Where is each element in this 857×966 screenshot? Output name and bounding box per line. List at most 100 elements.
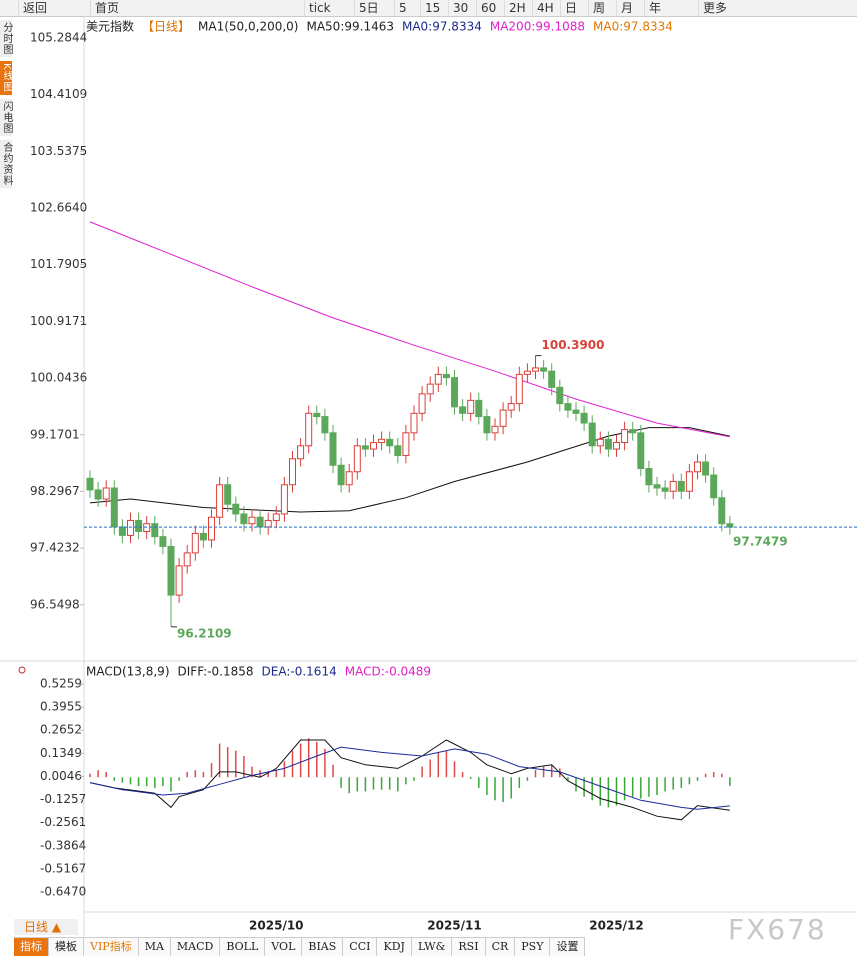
indicator-tab[interactable]: 模板	[49, 938, 84, 956]
y-tick-label: 0.0046	[40, 769, 82, 783]
candle-body	[264, 519, 272, 528]
candle-body	[726, 523, 734, 528]
side-tab[interactable]: K线图	[0, 61, 12, 95]
candle-body	[556, 386, 564, 405]
legend-text: MACD:-0.0489	[345, 665, 431, 679]
candle-body	[475, 399, 483, 418]
side-tab[interactable]: 闪电图	[0, 98, 12, 136]
candle-body	[191, 532, 199, 554]
y-tick-label: -0.5167	[40, 861, 86, 875]
toolbar-button[interactable]: 15	[420, 0, 444, 16]
toolbar-button[interactable]: 5日	[354, 0, 383, 16]
y-tick-label: -0.3864	[40, 838, 86, 852]
side-tabs: 分时图 K线图闪电图合约资料	[0, 20, 12, 192]
candle-body	[596, 438, 604, 447]
candle-body	[143, 523, 151, 532]
candle-body	[523, 370, 531, 375]
candle-body	[102, 487, 110, 500]
ma-line	[89, 221, 730, 438]
indicator-tab[interactable]: BIAS	[302, 938, 344, 956]
legend-text: DEA:-0.1614	[262, 665, 337, 679]
toolbar-button[interactable]: 2H	[504, 0, 530, 16]
candle-body	[345, 471, 353, 486]
y-tick-label: 105.2844	[30, 30, 87, 44]
indicator-tab[interactable]: RSI	[452, 938, 486, 956]
candle-body	[175, 565, 183, 596]
macd-icon[interactable]	[18, 666, 26, 674]
candle-body	[564, 403, 572, 411]
y-tick-label: 100.0436	[30, 371, 87, 385]
indicator-tab[interactable]: MA	[138, 938, 171, 956]
x-tick-label: 2025/11	[427, 919, 481, 933]
candle-body	[685, 471, 693, 492]
toolbar-button[interactable]: tick	[304, 0, 335, 16]
candle-body	[572, 409, 580, 414]
period-button[interactable]: 日线 ▲	[14, 919, 78, 935]
candle-body	[337, 464, 345, 486]
candle-body	[329, 432, 337, 466]
candle-body	[629, 429, 637, 434]
toolbar-button[interactable]: 返回	[18, 0, 51, 16]
candle-body	[289, 458, 296, 486]
indicator-tab[interactable]: 指标	[14, 938, 49, 956]
indicator-tab[interactable]: PSY	[515, 938, 551, 956]
candle-body	[507, 403, 515, 411]
toolbar-button[interactable]: 更多	[698, 0, 731, 16]
toolbar-button[interactable]: 首页	[90, 0, 123, 16]
indicator-tab[interactable]: 设置	[550, 938, 586, 956]
candle-body	[86, 477, 94, 491]
indicator-tab[interactable]: CR	[485, 938, 516, 956]
toolbar-button[interactable]: 月	[616, 0, 637, 16]
indicator-tab[interactable]: VOL	[265, 938, 303, 956]
indicator-tab[interactable]: MACD	[170, 938, 221, 956]
toolbar-button[interactable]: 30	[448, 0, 472, 16]
candle-body	[110, 487, 118, 528]
indicator-tab[interactable]: BOLL	[220, 938, 266, 956]
candle-body	[248, 516, 256, 525]
candle-body	[718, 497, 726, 525]
candle-body	[702, 461, 710, 476]
high-label: 100.3900	[542, 338, 605, 352]
candle-body	[645, 468, 653, 486]
candle-body	[621, 429, 629, 444]
toolbar-button[interactable]: 日	[560, 0, 581, 16]
toolbar-button[interactable]: 年	[644, 0, 665, 16]
candle-body	[426, 383, 434, 395]
legend-text: MA200:99.1088	[490, 20, 585, 34]
candle-body	[694, 461, 701, 473]
side-tab[interactable]: 分时图	[0, 20, 12, 57]
candle-body	[208, 516, 215, 541]
toolbar-button[interactable]: 60	[476, 0, 500, 16]
candle-body	[548, 370, 556, 388]
indicator-tab[interactable]: KDJ	[377, 938, 412, 956]
y-tick-label: 99.1701	[30, 427, 80, 441]
candle-body	[499, 409, 507, 427]
candle-body	[580, 412, 588, 424]
y-tick-label: 0.1349	[40, 746, 82, 760]
legend-text: MA1(50,0,200,0)	[198, 20, 298, 34]
candle-body	[410, 412, 418, 434]
toolbar-button[interactable]: 周	[588, 0, 609, 16]
y-tick-label: -0.2561	[40, 815, 86, 829]
candle-body	[653, 484, 661, 489]
candle-body	[434, 373, 442, 385]
candle-body	[467, 399, 475, 414]
candle-body	[394, 445, 402, 457]
candle-body	[370, 442, 377, 450]
candle-body	[240, 513, 248, 525]
toolbar-button[interactable]: 5	[394, 0, 411, 16]
candle-body	[386, 438, 394, 447]
candle-body	[491, 425, 499, 434]
candle-body	[232, 503, 240, 515]
indicator-tab[interactable]: VIP指标	[84, 938, 139, 956]
side-tab[interactable]: 合约资料	[0, 139, 12, 188]
indicator-tab[interactable]: CCI	[343, 938, 378, 956]
candle-body	[540, 367, 548, 372]
toolbar-button[interactable]: 4H	[532, 0, 558, 16]
indicator-tab[interactable]: LW&	[411, 938, 453, 956]
candle-body	[159, 536, 167, 547]
indicator-tabs: 指标 模板 VIP指标 MA MACD BOLL VOL BIAS CCI KDJ LW& RSI CR…	[14, 937, 586, 956]
candle-body	[151, 523, 159, 538]
